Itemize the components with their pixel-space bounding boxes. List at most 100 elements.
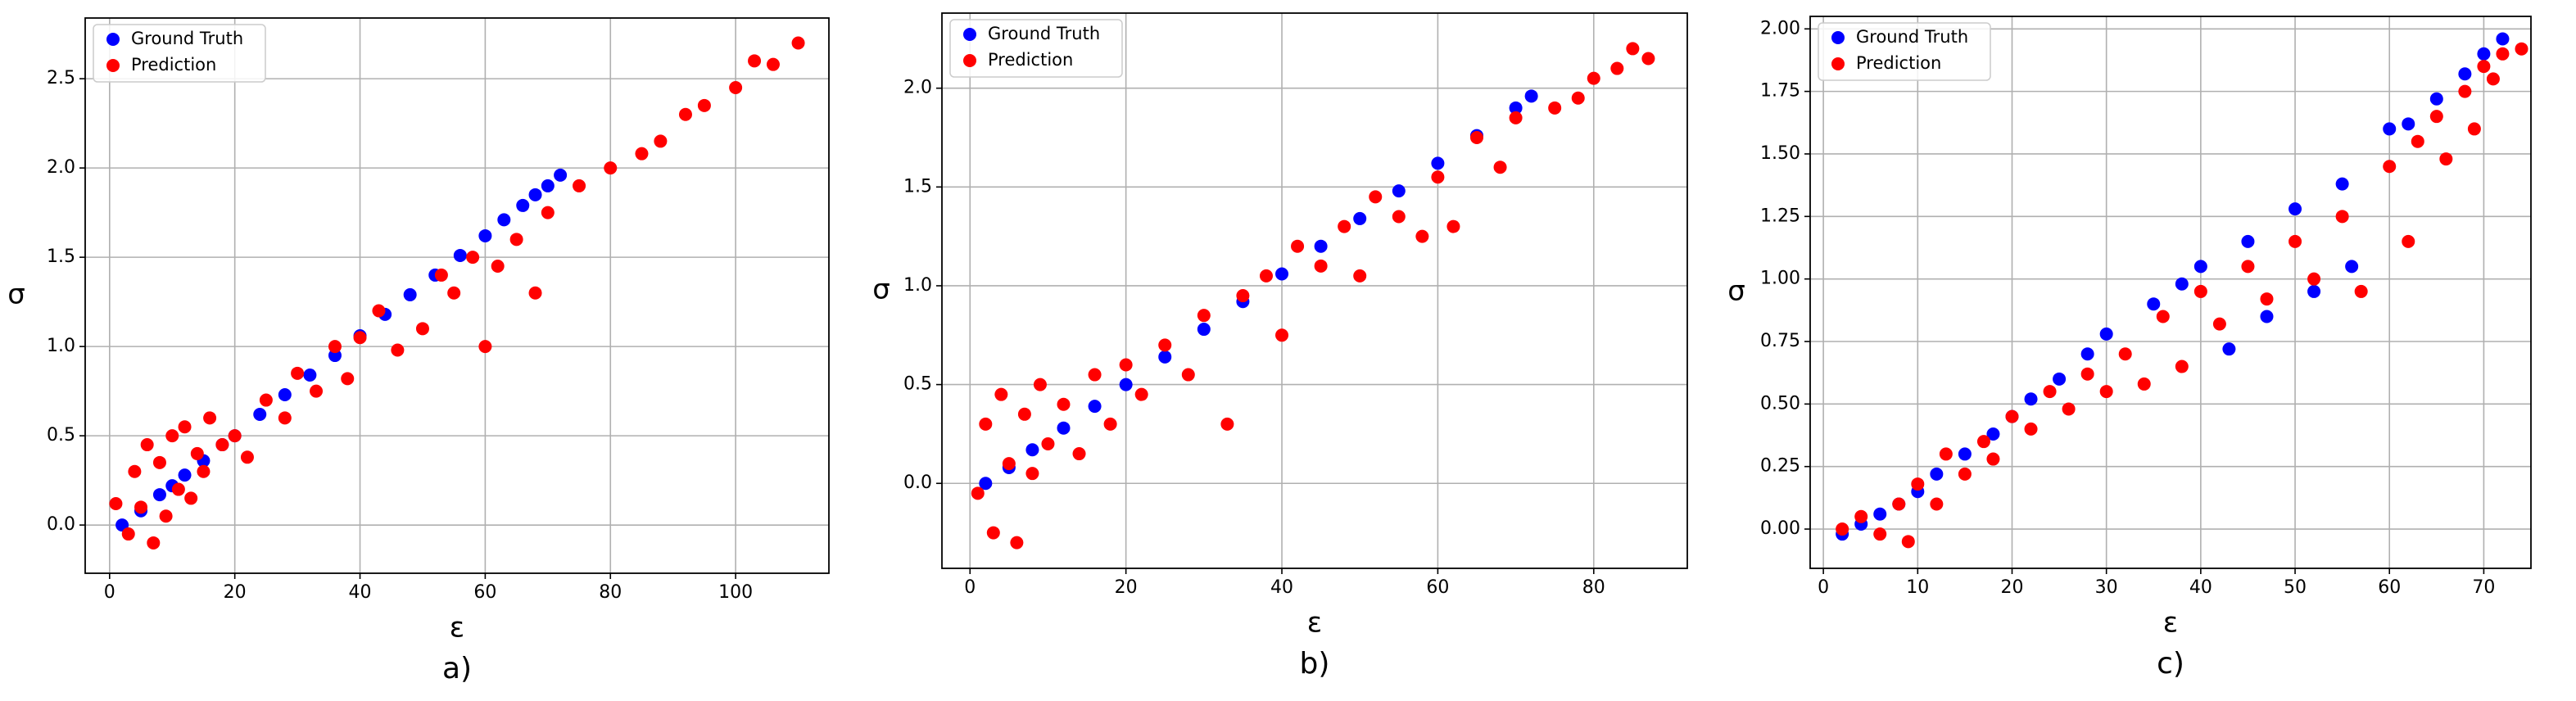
- y-tick-label: 0.25: [1760, 456, 1800, 477]
- point: [291, 366, 305, 380]
- point: [1072, 447, 1086, 461]
- point: [2024, 422, 2038, 436]
- point: [2118, 347, 2132, 361]
- point: [516, 198, 530, 212]
- point: [2080, 347, 2094, 361]
- point: [178, 420, 192, 434]
- point: [2429, 110, 2443, 124]
- y-tick-label: 1.0: [903, 275, 932, 296]
- point: [2477, 47, 2491, 61]
- point: [391, 343, 405, 357]
- point: [2458, 84, 2472, 98]
- y-tick-label: 2.0: [903, 78, 932, 98]
- point: [528, 188, 542, 201]
- legend-label: Ground Truth: [988, 24, 1100, 43]
- point: [1158, 350, 1172, 364]
- point: [453, 248, 467, 262]
- point: [2307, 272, 2321, 286]
- point: [2175, 277, 2189, 291]
- y-axis-label: σ: [1727, 275, 1745, 308]
- point: [2345, 260, 2359, 274]
- point: [1509, 101, 1523, 115]
- legend-marker: [1831, 31, 1845, 44]
- point: [228, 429, 242, 443]
- point: [604, 161, 618, 175]
- point: [2099, 385, 2113, 399]
- point: [2260, 292, 2274, 306]
- point: [152, 455, 166, 469]
- x-tick-label: 20: [224, 582, 247, 603]
- point: [1911, 477, 1925, 491]
- point: [478, 340, 492, 354]
- point: [2147, 297, 2161, 311]
- legend-marker: [1831, 57, 1845, 70]
- point: [1369, 190, 1383, 204]
- point: [1392, 184, 1406, 198]
- point: [1976, 435, 1990, 449]
- point: [1509, 111, 1523, 124]
- caption: b): [1300, 647, 1330, 681]
- point: [184, 491, 198, 505]
- point: [134, 500, 148, 514]
- y-tick-label: 1.00: [1760, 269, 1800, 289]
- point: [403, 287, 417, 301]
- point: [541, 206, 555, 219]
- point: [2496, 32, 2510, 46]
- point: [341, 372, 355, 386]
- point: [1587, 71, 1600, 85]
- point: [1010, 536, 1024, 549]
- y-tick-label: 0.5: [47, 425, 75, 445]
- point: [1939, 447, 1953, 461]
- point: [1901, 535, 1915, 549]
- point: [748, 54, 762, 68]
- x-axis-label: ε: [1307, 607, 1322, 640]
- point: [159, 509, 173, 523]
- y-tick-label: 0.50: [1760, 393, 1800, 414]
- point: [1119, 358, 1133, 372]
- x-tick-label: 0: [1818, 577, 1829, 598]
- point: [1119, 378, 1133, 391]
- point: [415, 322, 429, 336]
- point: [1548, 101, 1562, 115]
- y-tick-label: 2.5: [47, 68, 75, 88]
- point: [729, 81, 743, 95]
- point: [2289, 234, 2302, 248]
- point: [2099, 327, 2113, 341]
- point: [372, 304, 386, 318]
- point: [178, 468, 192, 482]
- point: [1057, 397, 1071, 411]
- x-tick-label: 60: [2378, 577, 2401, 598]
- point: [2354, 284, 2368, 298]
- point: [1431, 170, 1445, 184]
- point: [528, 286, 542, 300]
- point: [971, 486, 985, 500]
- point: [2222, 342, 2236, 356]
- point: [1626, 42, 1640, 56]
- point: [1088, 368, 1102, 382]
- point: [2486, 72, 2500, 86]
- point: [2402, 234, 2415, 248]
- point: [2193, 260, 2207, 274]
- point: [697, 98, 711, 112]
- point: [1291, 239, 1305, 253]
- point: [121, 527, 135, 541]
- point: [654, 134, 668, 148]
- x-tick-label: 40: [349, 582, 372, 603]
- x-tick-label: 40: [2189, 577, 2212, 598]
- point: [1524, 89, 1538, 103]
- y-tick-label: 0.75: [1760, 331, 1800, 351]
- axes-frame: [941, 12, 1688, 569]
- y-tick-label: 0.5: [903, 374, 932, 395]
- x-tick-label: 30: [2095, 577, 2118, 598]
- point: [1103, 417, 1117, 431]
- point: [1236, 289, 1250, 303]
- legend-marker: [963, 54, 976, 67]
- point: [2024, 392, 2038, 406]
- point: [1392, 210, 1406, 224]
- point: [140, 438, 154, 452]
- legend-box: [949, 19, 1123, 78]
- point: [328, 340, 342, 354]
- y-tick-label: 0.0: [903, 473, 932, 493]
- point: [2383, 160, 2397, 174]
